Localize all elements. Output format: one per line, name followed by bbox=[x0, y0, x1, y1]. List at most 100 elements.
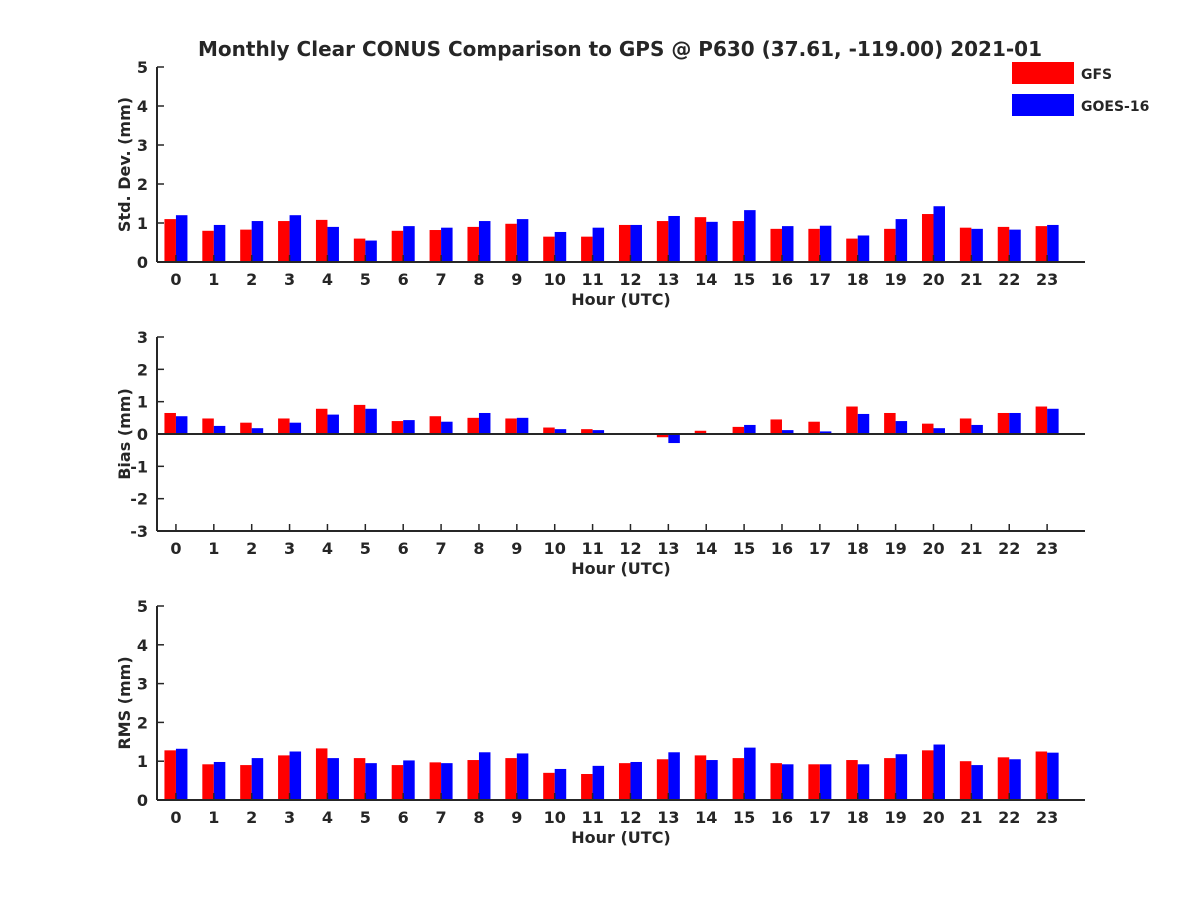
y-tick-label-std-5: 5 bbox=[137, 58, 148, 77]
x-tick-label-std-9: 9 bbox=[511, 270, 522, 289]
bar-bias-gfs-11 bbox=[581, 429, 593, 434]
bar-std-goes16-16 bbox=[781, 226, 794, 262]
x-tick-label-std-23: 23 bbox=[1036, 270, 1058, 289]
bar-bias-gfs-2 bbox=[240, 422, 252, 434]
y-axis-label-std: Std. Dev. (mm) bbox=[115, 97, 134, 232]
bar-std-goes16-21 bbox=[971, 228, 983, 262]
bar-bias-goes16-22 bbox=[1009, 412, 1021, 434]
bar-std-goes16-12 bbox=[630, 224, 642, 262]
bar-std-goes16-15 bbox=[744, 210, 756, 262]
x-tick-label-bias-22: 22 bbox=[998, 539, 1020, 558]
bar-bias-goes16-8 bbox=[478, 412, 491, 434]
bar-rms-goes16-5 bbox=[365, 763, 377, 800]
x-axis-label-std: Hour (UTC) bbox=[571, 290, 671, 309]
x-tick-label-bias-4: 4 bbox=[322, 539, 333, 558]
bar-rms-gfs-21 bbox=[959, 761, 972, 800]
x-tick-label-bias-20: 20 bbox=[922, 539, 944, 558]
bar-bias-gfs-22 bbox=[997, 412, 1010, 434]
bar-rms-goes16-0 bbox=[175, 748, 188, 800]
x-tick-label-rms-18: 18 bbox=[847, 808, 869, 827]
x-tick-label-rms-6: 6 bbox=[398, 808, 409, 827]
bar-rms-goes16-7 bbox=[441, 763, 453, 800]
bar-rms-goes16-3 bbox=[289, 751, 302, 800]
x-tick-label-bias-19: 19 bbox=[884, 539, 906, 558]
x-axis-label-bias: Hour (UTC) bbox=[571, 559, 671, 578]
y-tick-label-bias--2: -2 bbox=[130, 490, 148, 509]
bar-rms-goes16-20 bbox=[933, 744, 945, 800]
x-tick-label-std-20: 20 bbox=[922, 270, 944, 289]
bar-std-gfs-20 bbox=[921, 214, 934, 262]
bar-bias-gfs-7 bbox=[429, 416, 442, 434]
bar-rms-goes16-14 bbox=[706, 760, 718, 800]
x-tick-label-std-21: 21 bbox=[960, 270, 982, 289]
x-tick-label-rms-17: 17 bbox=[809, 808, 831, 827]
bar-rms-goes16-17 bbox=[819, 764, 832, 800]
bar-rms-gfs-8 bbox=[467, 760, 479, 800]
bar-rms-goes16-4 bbox=[327, 758, 339, 800]
x-tick-label-bias-18: 18 bbox=[847, 539, 869, 558]
bar-bias-goes16-21 bbox=[971, 424, 983, 434]
bar-std-goes16-23 bbox=[1047, 224, 1059, 262]
x-tick-label-std-5: 5 bbox=[360, 270, 371, 289]
legend-label-gfs: GFS bbox=[1081, 67, 1112, 83]
bar-std-goes16-17 bbox=[819, 225, 832, 262]
bar-std-gfs-19 bbox=[884, 228, 896, 262]
bar-bias-goes16-5 bbox=[365, 408, 377, 434]
x-tick-label-rms-3: 3 bbox=[284, 808, 295, 827]
y-tick-label-bias-3: 3 bbox=[137, 328, 148, 347]
bar-rms-gfs-14 bbox=[694, 755, 707, 800]
bar-bias-goes16-23 bbox=[1047, 408, 1059, 434]
bar-std-goes16-9 bbox=[516, 219, 529, 262]
bar-std-goes16-14 bbox=[706, 221, 718, 262]
bar-bias-goes16-0 bbox=[175, 416, 188, 434]
y-axis-label-rms: RMS (mm) bbox=[115, 656, 134, 749]
bar-rms-gfs-3 bbox=[278, 755, 290, 800]
bar-rms-goes16-22 bbox=[1009, 759, 1021, 800]
legend-swatch-gfs bbox=[1012, 62, 1074, 84]
bar-bias-gfs-18 bbox=[846, 406, 858, 434]
bar-std-goes16-0 bbox=[175, 215, 188, 262]
x-tick-label-std-19: 19 bbox=[884, 270, 906, 289]
y-tick-label-rms-3: 3 bbox=[137, 675, 148, 694]
bar-bias-gfs-15 bbox=[732, 426, 745, 434]
bar-bias-gfs-19 bbox=[884, 412, 896, 434]
bar-std-gfs-13 bbox=[656, 221, 669, 262]
x-tick-label-std-17: 17 bbox=[809, 270, 831, 289]
x-tick-label-rms-5: 5 bbox=[360, 808, 371, 827]
bar-bias-goes16-11 bbox=[592, 430, 605, 434]
bar-rms-gfs-4 bbox=[315, 748, 328, 800]
x-tick-label-rms-15: 15 bbox=[733, 808, 755, 827]
bar-rms-goes16-2 bbox=[251, 758, 264, 800]
x-tick-label-rms-20: 20 bbox=[922, 808, 944, 827]
bar-bias-gfs-1 bbox=[202, 418, 214, 434]
x-tick-label-bias-15: 15 bbox=[733, 539, 755, 558]
bar-rms-goes16-10 bbox=[554, 768, 567, 800]
bar-std-goes16-20 bbox=[933, 206, 945, 262]
bar-rms-gfs-2 bbox=[240, 765, 252, 800]
bar-bias-gfs-13 bbox=[656, 434, 669, 438]
x-tick-label-std-7: 7 bbox=[436, 270, 447, 289]
x-tick-label-bias-16: 16 bbox=[771, 539, 793, 558]
y-tick-label-rms-5: 5 bbox=[137, 597, 148, 616]
bar-bias-gfs-3 bbox=[278, 418, 290, 434]
y-tick-label-rms-0: 0 bbox=[137, 791, 148, 810]
bar-bias-goes16-7 bbox=[441, 421, 453, 434]
x-tick-label-std-12: 12 bbox=[619, 270, 641, 289]
bar-bias-gfs-8 bbox=[467, 417, 479, 434]
x-tick-label-std-8: 8 bbox=[473, 270, 484, 289]
bar-std-goes16-5 bbox=[365, 240, 377, 262]
x-tick-label-std-1: 1 bbox=[208, 270, 219, 289]
bar-bias-goes16-18 bbox=[857, 413, 870, 434]
bar-std-gfs-17 bbox=[808, 228, 820, 262]
bar-std-gfs-8 bbox=[467, 226, 479, 262]
x-tick-label-rms-8: 8 bbox=[473, 808, 484, 827]
bar-std-goes16-7 bbox=[441, 227, 453, 262]
x-tick-label-rms-16: 16 bbox=[771, 808, 793, 827]
x-tick-label-std-0: 0 bbox=[170, 270, 181, 289]
bar-rms-gfs-20 bbox=[921, 750, 934, 800]
bar-bias-gfs-4 bbox=[315, 408, 328, 434]
bar-std-goes16-19 bbox=[895, 219, 908, 262]
bar-rms-gfs-18 bbox=[846, 760, 858, 800]
